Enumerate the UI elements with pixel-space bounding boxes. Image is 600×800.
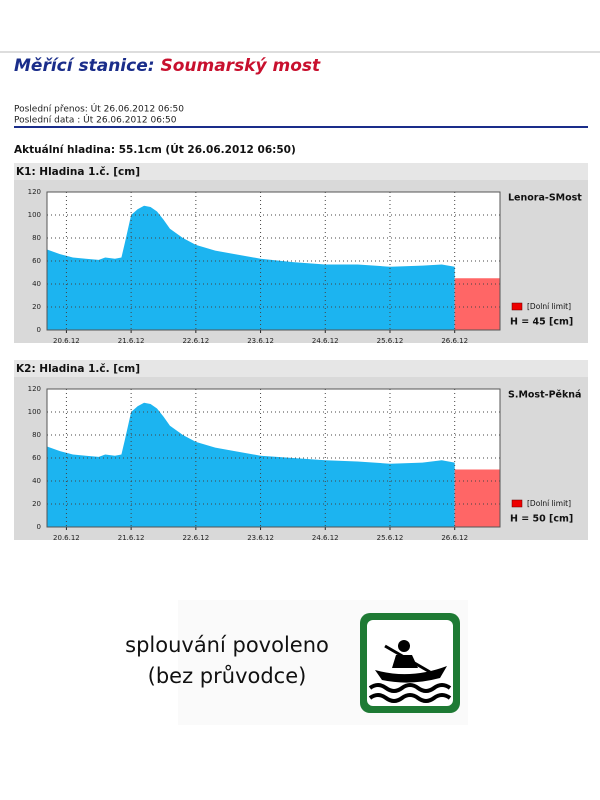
- chart-title: K2: Hladina 1.č. [cm]: [16, 363, 140, 375]
- current-level: Aktuální hladina: 55.1cm (Út 26.06.2012 …: [14, 143, 296, 156]
- limit-area: [454, 469, 500, 527]
- level-area: [47, 205, 455, 330]
- title-station: Soumarský most: [160, 56, 321, 76]
- limit-label: H = 50 [cm]: [510, 514, 573, 525]
- y-tick-label: 0: [37, 326, 41, 334]
- x-tick-label: 23.6.12: [247, 337, 274, 345]
- x-tick-label: 20.6.12: [53, 337, 80, 345]
- legend-swatch: [511, 302, 523, 311]
- plot-frame: [46, 388, 501, 528]
- chart-header: [14, 163, 588, 180]
- x-tick-label: 21.6.12: [118, 534, 145, 542]
- legend-label: [Dolní limit]: [527, 302, 571, 311]
- footer-line1: splouvání povoleno: [125, 633, 329, 657]
- y-tick-label: 40: [32, 280, 41, 288]
- y-tick-label: 80: [32, 431, 41, 439]
- y-tick-label: 80: [32, 234, 41, 242]
- x-tick-label: 21.6.12: [118, 337, 145, 345]
- x-tick-label: 26.6.12: [441, 534, 468, 542]
- footer-line2: (bez průvodce): [148, 664, 307, 688]
- y-tick-label: 120: [28, 385, 41, 393]
- y-tick-label: 20: [32, 303, 41, 311]
- x-tick-label: 20.6.12: [53, 534, 80, 542]
- last-data: Poslední data : Út 26.06.2012 06:50: [14, 114, 177, 126]
- title-prefix: Měřící stanice:: [14, 56, 155, 76]
- x-tick-label: 25.6.12: [377, 337, 404, 345]
- title: Měřící stanice: Soumarský most: [14, 56, 321, 76]
- x-tick-label: 24.6.12: [312, 337, 339, 345]
- last-transfer: Poslední přenos: Út 26.06.2012 06:50: [14, 103, 184, 115]
- x-tick-label: 24.6.12: [312, 534, 339, 542]
- y-tick-label: 100: [28, 211, 41, 219]
- level-area: [47, 402, 455, 527]
- limit-area: [454, 278, 500, 330]
- y-tick-label: 60: [32, 257, 41, 265]
- x-tick-label: 22.6.12: [182, 337, 209, 345]
- y-tick-label: 120: [28, 188, 41, 196]
- y-tick-label: 60: [32, 454, 41, 462]
- canoe-icon: [360, 613, 460, 713]
- plot-frame: [46, 191, 501, 331]
- limit-label: H = 45 [cm]: [510, 317, 573, 328]
- x-tick-label: 22.6.12: [182, 534, 209, 542]
- station-name: S.Most-Pěkná: [508, 390, 581, 401]
- y-tick-label: 20: [32, 500, 41, 508]
- charts: K1: Hladina 1.č. [cm] 0 20 40 60 80 100 120 20.6…: [14, 163, 588, 542]
- station-name: Lenora-SMost: [508, 193, 582, 204]
- y-tick-label: 40: [32, 477, 41, 485]
- x-tick-label: 25.6.12: [377, 534, 404, 542]
- legend-label: [Dolní limit]: [527, 499, 571, 508]
- chart-header: [14, 360, 588, 377]
- x-tick-label: 23.6.12: [247, 534, 274, 542]
- x-tick-label: 26.6.12: [441, 337, 468, 345]
- chart-title: K1: Hladina 1.č. [cm]: [16, 166, 140, 178]
- y-tick-label: 0: [37, 523, 41, 531]
- legend-swatch: [511, 499, 523, 508]
- y-tick-label: 100: [28, 408, 41, 416]
